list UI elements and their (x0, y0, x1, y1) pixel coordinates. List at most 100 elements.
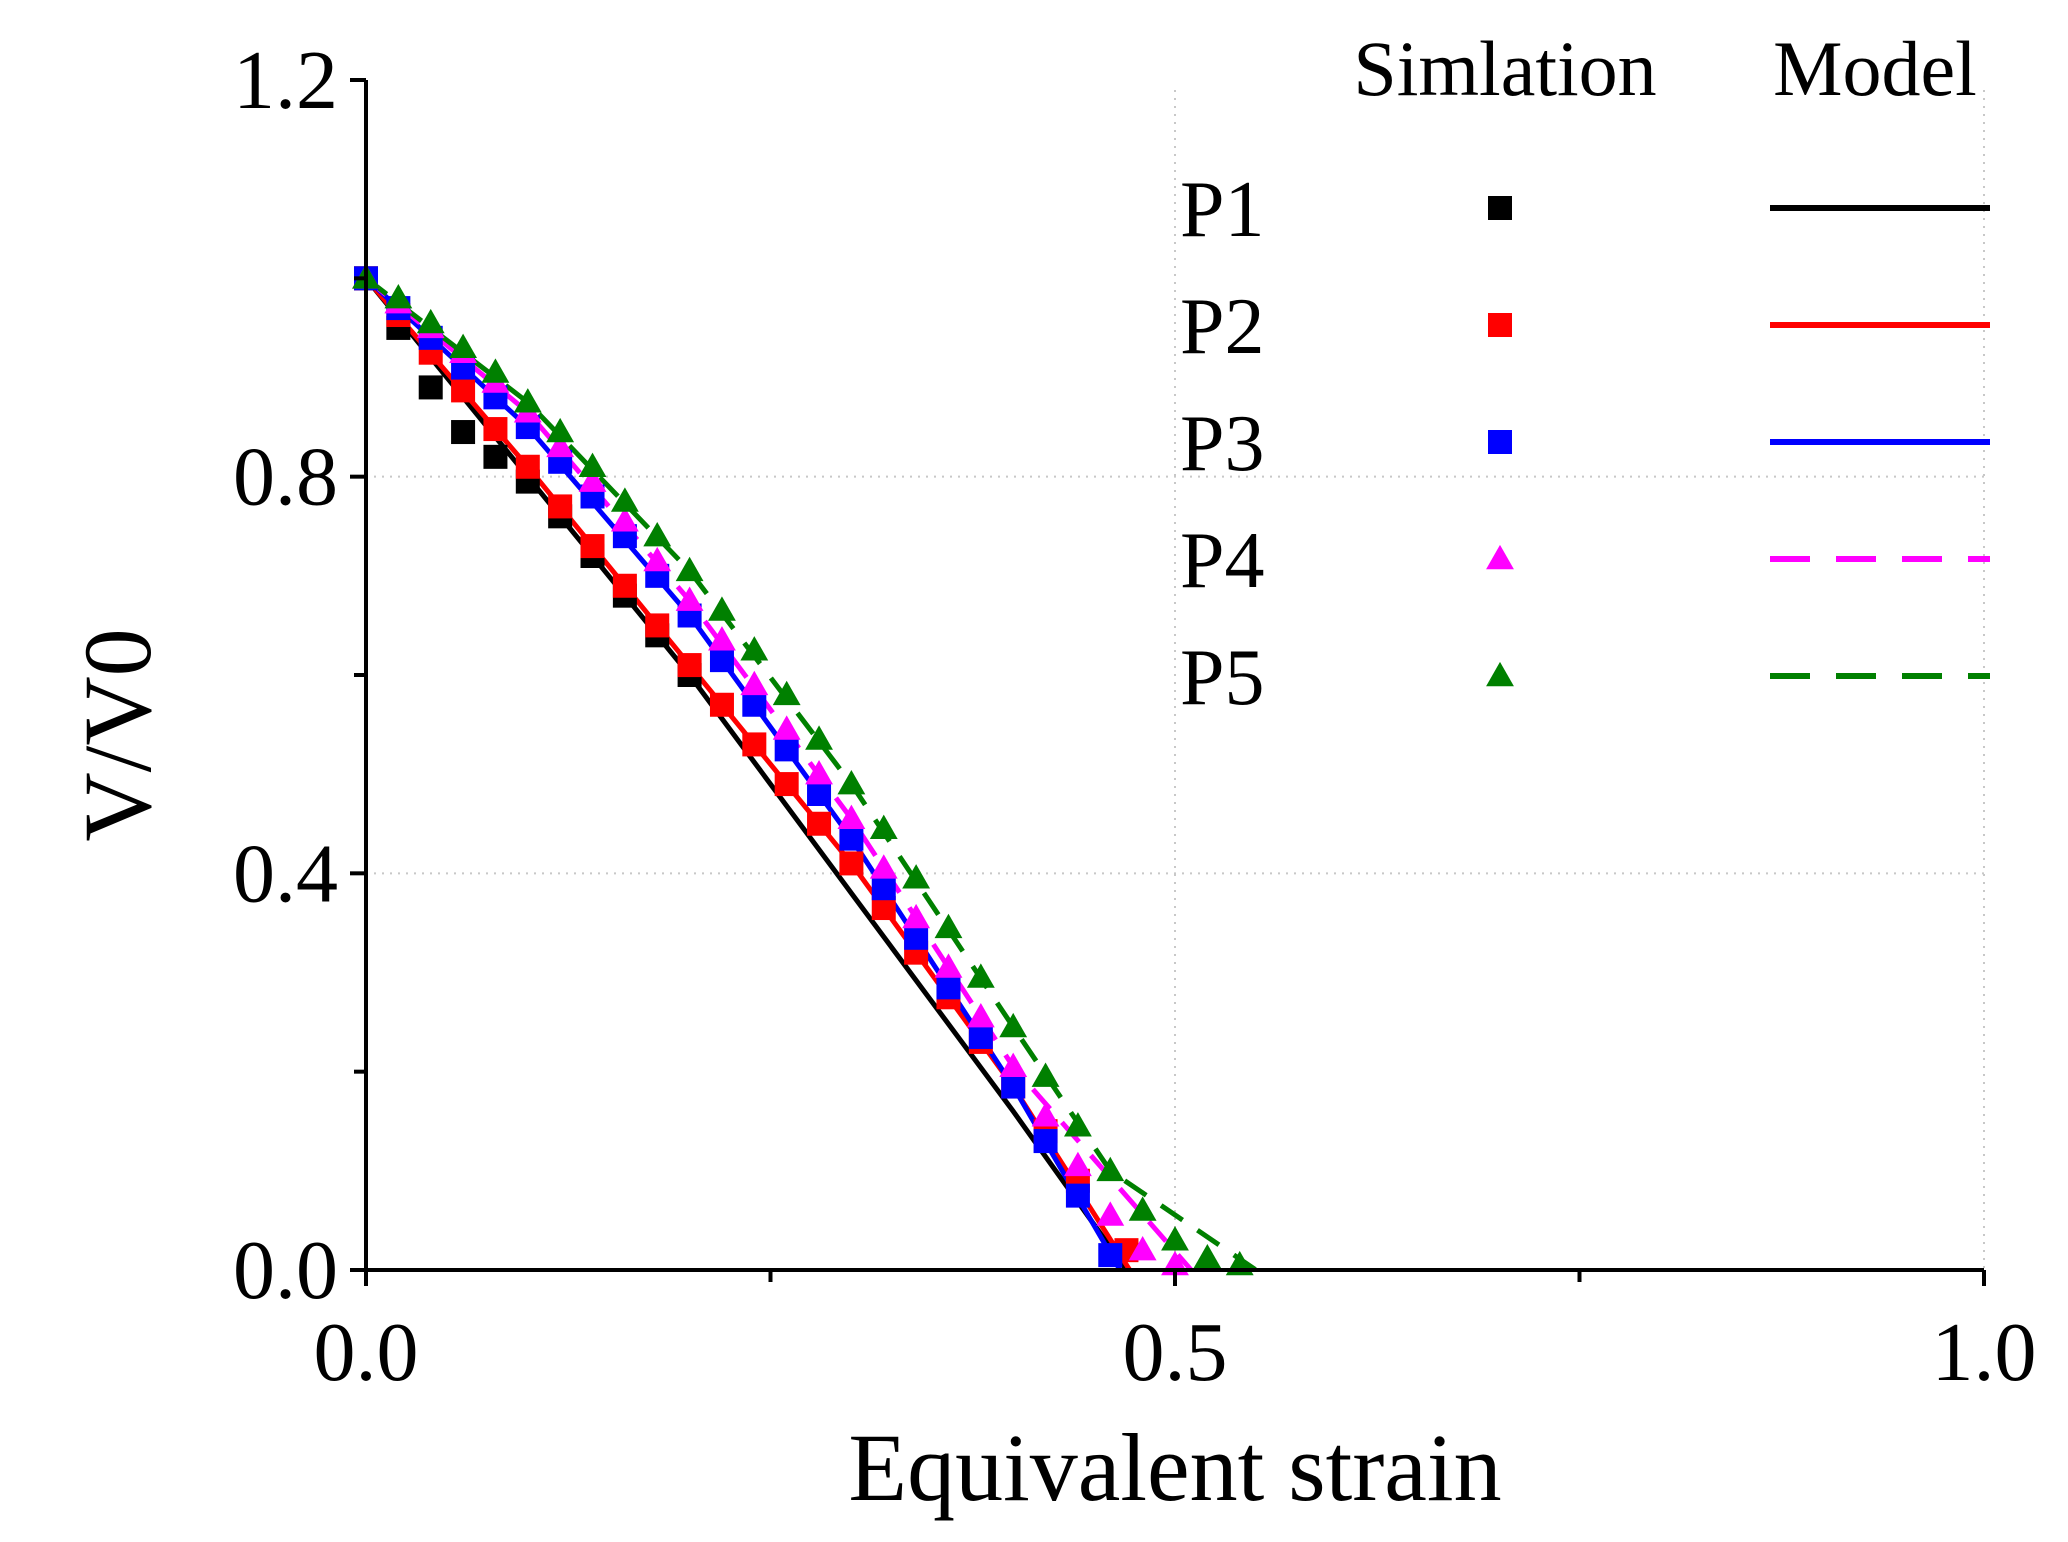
legend-marker-p3 (1488, 430, 1512, 454)
model-line-p1 (364, 276, 1129, 1272)
sim-point-p2 (451, 378, 476, 403)
sim-point-p2 (483, 417, 508, 442)
legend-marker-p1 (1488, 196, 1512, 220)
y-tick-label: 0.4 (233, 827, 338, 920)
simulation-points (352, 264, 1254, 1276)
sim-point-p3 (871, 876, 896, 901)
sim-point-p3 (1001, 1074, 1026, 1099)
sim-point-p4 (934, 953, 963, 978)
sim-point-p4 (610, 507, 639, 532)
sim-point-p5 (578, 452, 607, 478)
y-tick-label: 1.2 (233, 34, 338, 127)
sim-point-p5 (513, 388, 542, 413)
sim-point-p2 (580, 534, 605, 559)
sim-point-p2 (839, 851, 864, 876)
sim-point-p5 (610, 487, 639, 512)
sim-point-p5 (772, 680, 801, 706)
sim-point-p3 (968, 1024, 993, 1049)
legend: Simlation Model P1 P2 P3 P4 P5 (1180, 25, 1990, 722)
legend-marker-p2 (1488, 313, 1512, 337)
legend-label-p5: P5 (1180, 634, 1265, 722)
legend-simulation-header: Simlation (1353, 25, 1656, 112)
sim-point-p5 (1031, 1062, 1060, 1087)
sim-point-p5 (1064, 1112, 1092, 1137)
y-tick-label: 0.8 (233, 431, 338, 524)
sim-point-p3 (742, 692, 767, 717)
sim-point-p2 (677, 653, 702, 678)
sim-point-p3 (1098, 1243, 1123, 1268)
sim-point-p5 (966, 963, 995, 988)
sim-point-p3 (904, 925, 929, 950)
sim-point-p1 (451, 420, 476, 445)
sim-point-p1 (418, 375, 443, 400)
sim-point-p4 (740, 670, 769, 696)
sim-point-p5 (999, 1012, 1028, 1038)
sim-point-p5 (740, 636, 769, 661)
sim-point-p1 (483, 444, 508, 469)
y-tick-label: 0.0 (233, 1224, 338, 1317)
sim-point-p5 (675, 556, 704, 582)
sim-point-p4 (1031, 1102, 1060, 1127)
sim-point-p5 (902, 864, 931, 889)
sim-point-p5 (449, 333, 477, 359)
sim-point-p4 (902, 903, 931, 929)
sim-point-p4 (675, 586, 704, 611)
sim-point-p2 (645, 613, 670, 638)
sim-point-p4 (1096, 1201, 1125, 1226)
sim-point-p5 (546, 417, 575, 443)
model-line-p4 (364, 276, 1194, 1272)
legend-label-p1: P1 (1180, 166, 1265, 254)
sim-point-p3 (1065, 1183, 1090, 1208)
sim-point-p2 (612, 573, 637, 598)
x-ticks: 0.0 0.5 1.0 (314, 1270, 2037, 1399)
sim-point-p4 (578, 467, 607, 492)
sim-point-p5 (708, 596, 736, 621)
legend-model-header: Model (1773, 25, 1977, 112)
sim-point-p4 (1064, 1151, 1092, 1177)
sim-point-p4 (546, 432, 575, 458)
sim-point-p2 (807, 811, 832, 836)
sim-point-p2 (709, 692, 734, 717)
sim-point-p5 (1128, 1196, 1157, 1221)
sim-point-p4 (643, 546, 672, 572)
y-axis-title: V/V0 (64, 628, 171, 841)
sim-point-p3 (839, 826, 864, 851)
sim-point-p5 (1096, 1156, 1125, 1182)
sim-point-p5 (416, 308, 445, 334)
sim-point-p4 (708, 626, 736, 651)
sim-point-p5 (481, 358, 510, 383)
gridlines (366, 90, 1985, 1270)
sim-point-p5 (869, 814, 898, 839)
sim-point-p5 (643, 522, 672, 547)
legend-label-p4: P4 (1180, 517, 1265, 605)
sim-point-p3 (936, 975, 961, 1000)
sim-point-p3 (774, 737, 799, 762)
sim-point-p4 (772, 715, 801, 740)
legend-rows: P1 P2 P3 P4 P5 (1180, 166, 1990, 722)
sim-point-p4 (805, 760, 833, 785)
x-tick-label: 0.0 (314, 1306, 419, 1399)
sim-point-p2 (774, 772, 799, 797)
sim-point-p4 (869, 854, 898, 879)
legend-label-p2: P2 (1180, 283, 1265, 371)
sim-point-p5 (384, 284, 413, 309)
sim-point-p3 (709, 648, 734, 673)
sim-point-p3 (807, 782, 832, 806)
x-tick-label: 1.0 (1932, 1306, 2037, 1399)
legend-marker-p5 (1486, 661, 1514, 687)
sim-point-p5 (837, 769, 866, 795)
sim-point-p4 (966, 1002, 995, 1028)
sim-point-p2 (548, 494, 573, 519)
y-ticks: 0.0 0.4 0.8 1.2 (233, 34, 366, 1317)
sim-point-p5 (1161, 1226, 1189, 1251)
legend-label-p3: P3 (1180, 400, 1265, 488)
legend-marker-p4 (1486, 544, 1514, 570)
sim-point-p2 (742, 732, 767, 757)
sim-point-p5 (805, 725, 833, 750)
sim-point-p2 (515, 454, 540, 479)
sim-point-p5 (1193, 1243, 1222, 1269)
sim-point-p4 (999, 1052, 1028, 1077)
sim-point-p5 (934, 913, 963, 939)
